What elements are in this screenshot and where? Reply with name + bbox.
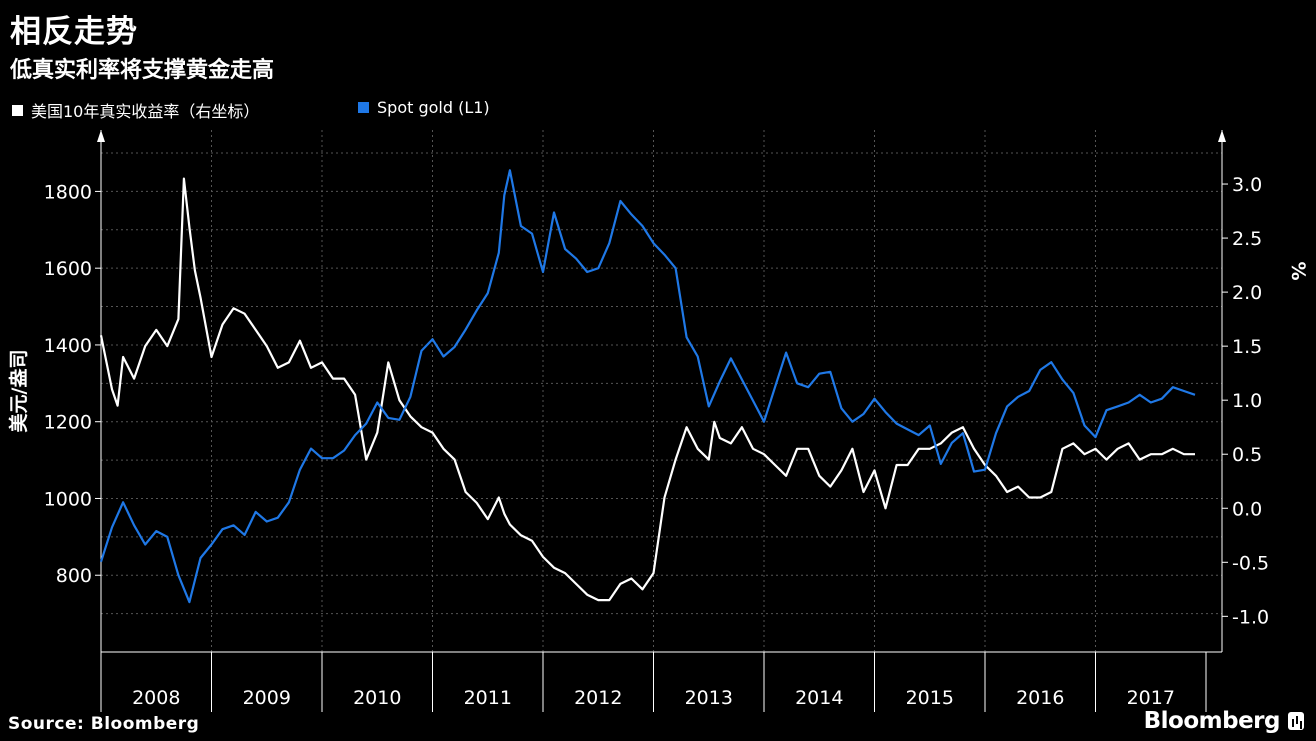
left-axis-label: 美元/盎司 bbox=[7, 350, 30, 433]
brand-text: Bloomberg bbox=[1143, 708, 1281, 734]
legend-label: 美国10年真实收益率（右坐标） bbox=[31, 102, 260, 121]
x-tick-label: 2013 bbox=[685, 687, 733, 709]
x-tick-label: 2016 bbox=[1016, 687, 1064, 709]
bloomberg-logo: Bloomberg bbox=[1144, 708, 1304, 734]
right-tick-label: 1.5 bbox=[1232, 336, 1262, 358]
left-tick-label: 1600 bbox=[44, 258, 92, 280]
legend-item-spot-gold: Spot gold (L1) bbox=[358, 98, 490, 117]
left-tick-label: 1400 bbox=[44, 335, 92, 357]
x-tick-label: 2009 bbox=[243, 687, 291, 709]
chart-title: 相反走势 bbox=[10, 14, 138, 50]
series-line-real-yield bbox=[99, 177, 1195, 602]
left-tick-label: 1000 bbox=[44, 488, 92, 510]
right-tick-label: 0.5 bbox=[1232, 444, 1262, 466]
right-tick-label: 2.5 bbox=[1232, 228, 1262, 250]
right-axis-label: % bbox=[1287, 261, 1309, 280]
bloomberg-chart-icon bbox=[1288, 712, 1304, 730]
source-note: Source: Bloomberg bbox=[8, 714, 200, 734]
right-tick-label: -1.0 bbox=[1232, 606, 1269, 628]
right-tick-label: 1.0 bbox=[1232, 390, 1262, 412]
legend-swatch-blue bbox=[358, 102, 369, 113]
left-tick-label: 1800 bbox=[44, 181, 92, 203]
left-axis-arrow-icon bbox=[97, 130, 105, 142]
x-tick-label: 2014 bbox=[795, 687, 843, 709]
x-tick-label: 2008 bbox=[132, 687, 180, 709]
chart-subtitle: 低真实利率将支撑黄金走高 bbox=[10, 58, 275, 83]
x-tick-label: 2015 bbox=[906, 687, 954, 709]
x-tick-label: 2011 bbox=[464, 687, 512, 709]
right-axis-arrow-icon bbox=[1218, 130, 1226, 142]
left-tick-label: 800 bbox=[56, 565, 92, 587]
right-tick-label: 0.0 bbox=[1232, 498, 1262, 520]
legend-item-real-yield: 美国10年真实收益率（右坐标） bbox=[12, 98, 259, 122]
right-tick-label: 2.0 bbox=[1232, 282, 1262, 304]
x-tick-label: 2017 bbox=[1127, 687, 1175, 709]
legend-swatch-white bbox=[12, 104, 23, 116]
left-tick-label: 1200 bbox=[44, 412, 92, 434]
right-tick-label: 3.0 bbox=[1232, 174, 1262, 196]
x-tick-label: 2010 bbox=[353, 687, 401, 709]
series-line-spot-gold bbox=[99, 169, 1196, 604]
right-tick-label: -0.5 bbox=[1232, 552, 1269, 574]
legend-label: Spot gold (L1) bbox=[377, 98, 490, 117]
x-tick-label: 2012 bbox=[574, 687, 622, 709]
